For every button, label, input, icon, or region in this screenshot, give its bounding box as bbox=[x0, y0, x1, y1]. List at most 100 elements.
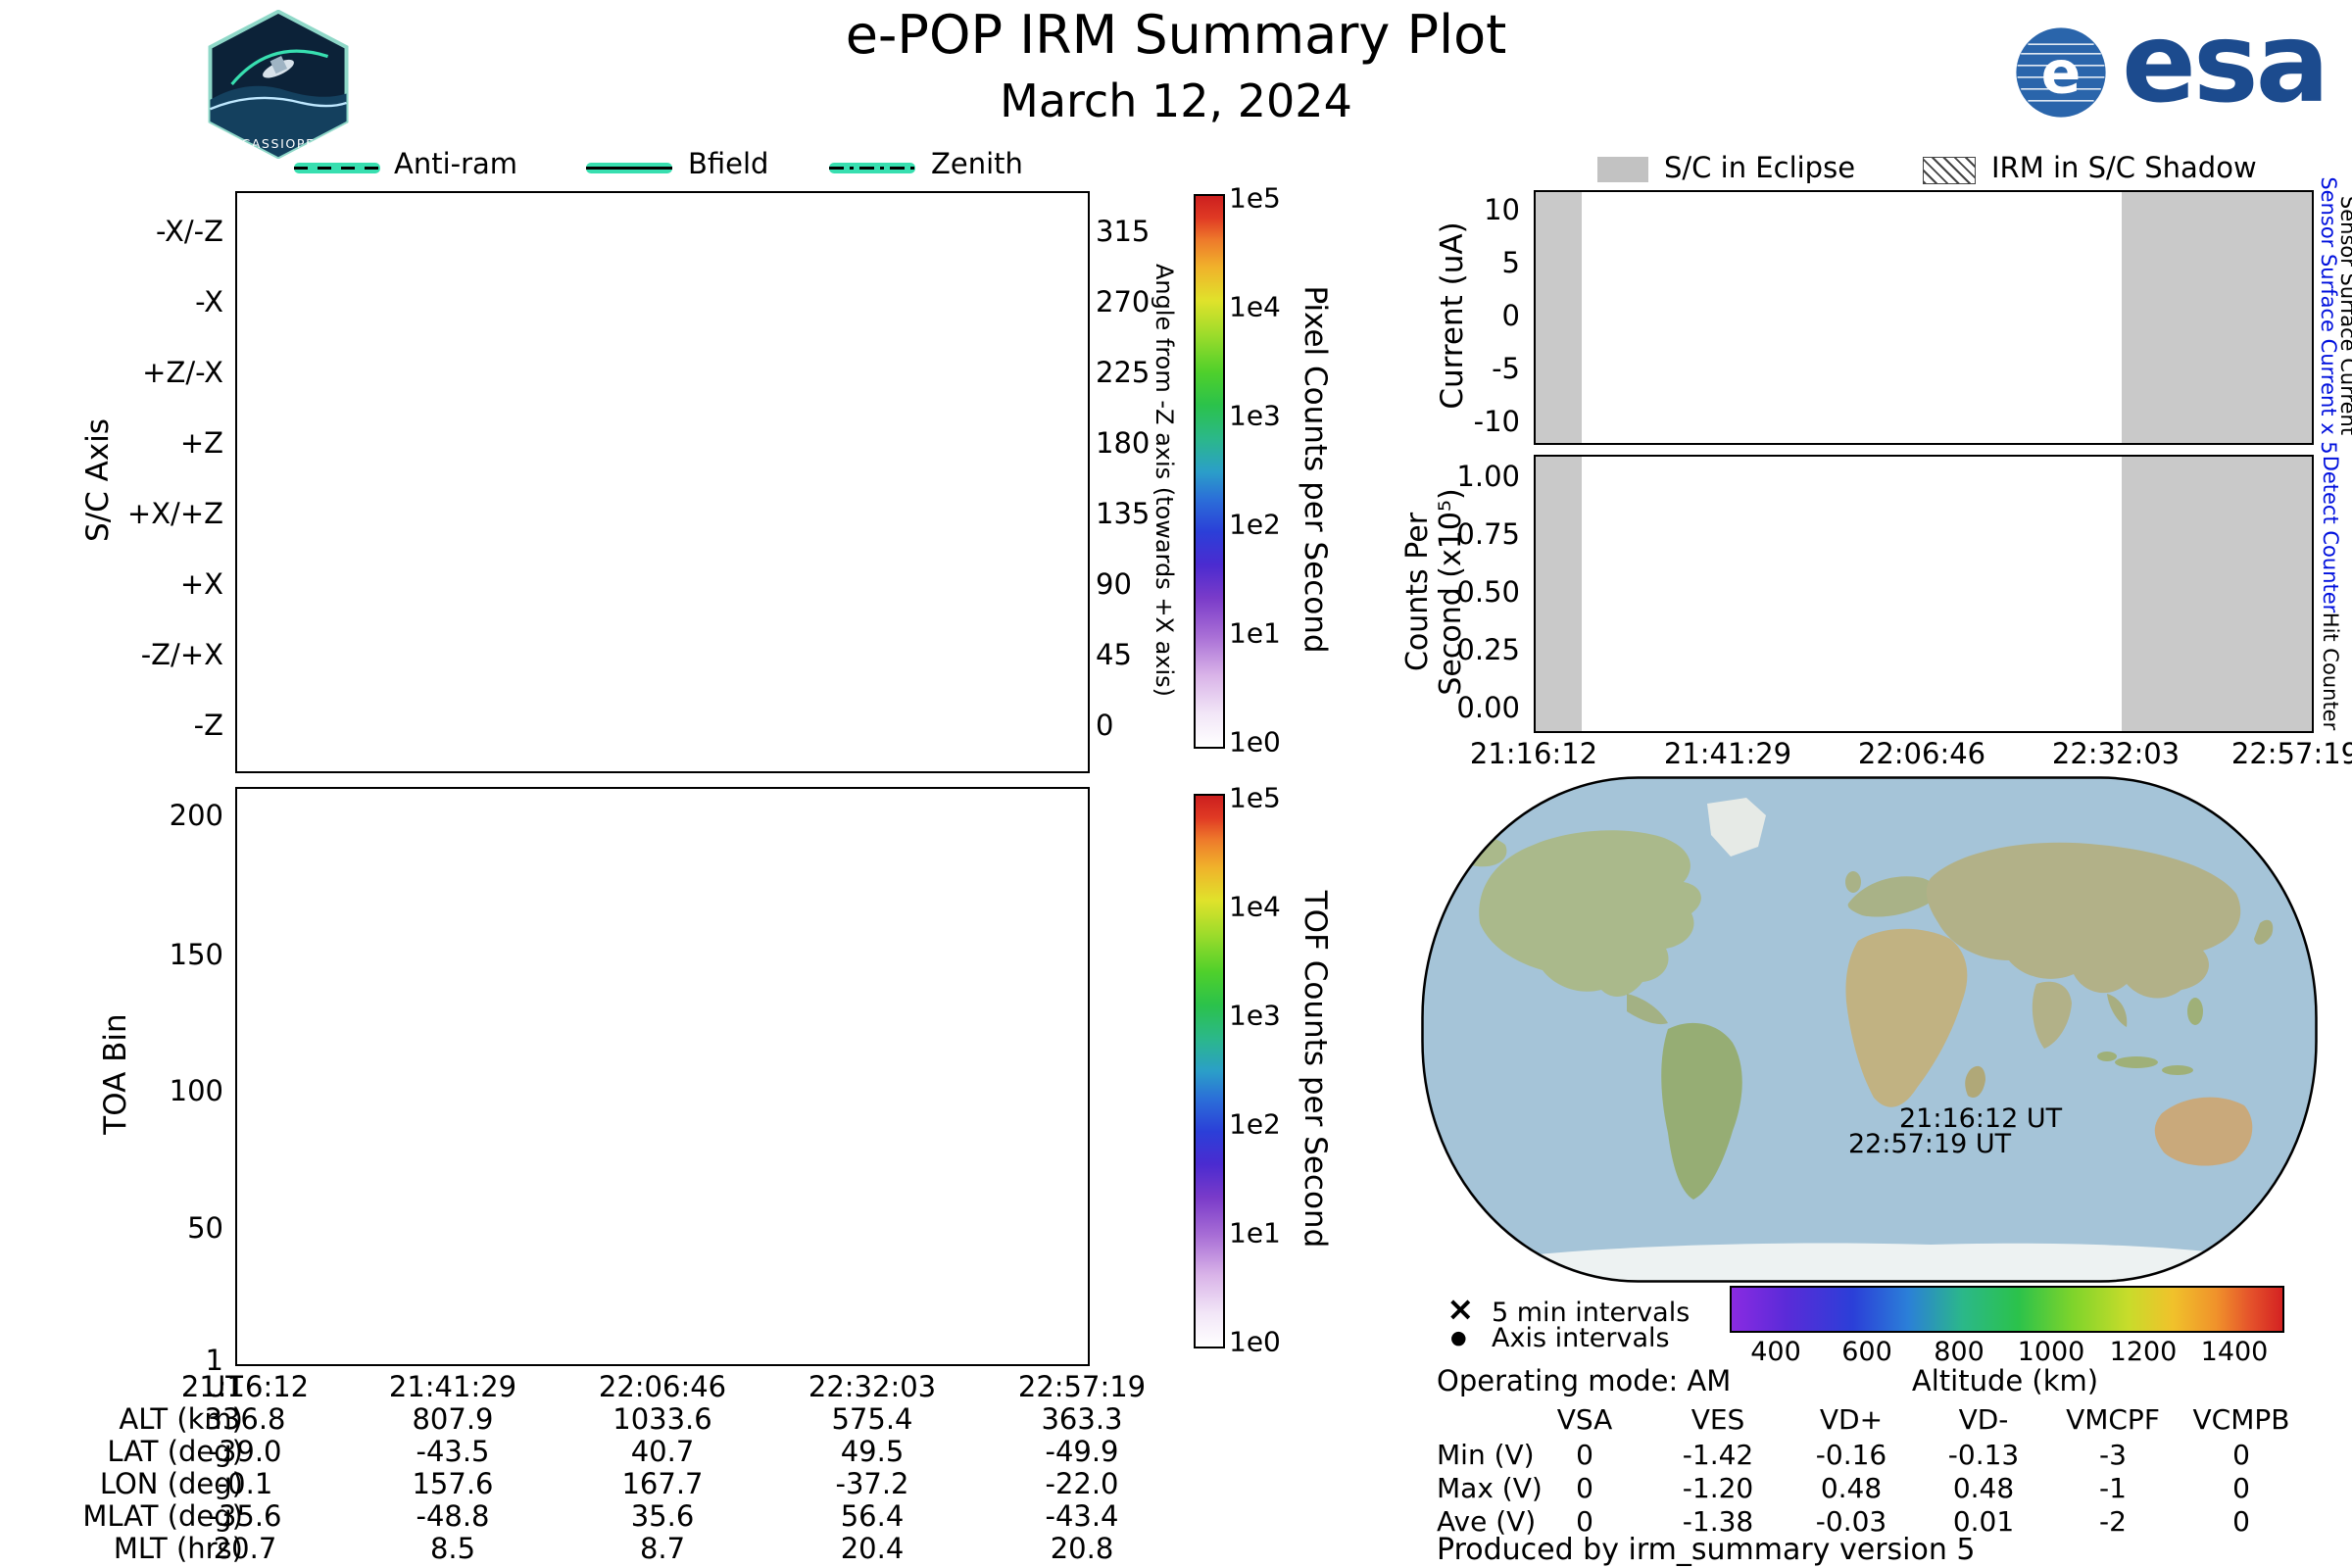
current-ytick: -5 bbox=[1492, 352, 1520, 385]
sc-right-tick: 270 bbox=[1096, 285, 1151, 318]
eclipse-legend-swatch bbox=[1597, 157, 1648, 182]
page-date: March 12, 2024 bbox=[1000, 74, 1352, 127]
ephem-cell: -48.8 bbox=[416, 1499, 490, 1533]
ephem-cell: 363.3 bbox=[1041, 1402, 1123, 1436]
toa-ytick: 150 bbox=[169, 938, 223, 971]
tof-cb-tick: 1e5 bbox=[1229, 781, 1281, 814]
esa-emblem-icon: e bbox=[2016, 27, 2106, 118]
patch-label: CASSIOPE bbox=[241, 136, 315, 151]
voltage-cell: -1 bbox=[2099, 1472, 2127, 1504]
voltage-cell: 0 bbox=[1576, 1505, 1593, 1538]
sc-axis-plot bbox=[235, 191, 1090, 773]
ephem-cell: 56.4 bbox=[840, 1499, 905, 1533]
voltage-col-header: VES bbox=[1690, 1403, 1745, 1436]
alt-cb-tick: 1400 bbox=[2200, 1337, 2269, 1367]
alt-cb-tick: 1200 bbox=[2109, 1337, 2178, 1367]
sc-right-tick: 315 bbox=[1096, 215, 1151, 248]
altitude-cb-label: Altitude (km) bbox=[1911, 1364, 2099, 1397]
ephem-cell: 8.7 bbox=[639, 1532, 686, 1565]
voltage-cell: 0.01 bbox=[1952, 1505, 2015, 1538]
voltage-cell: -2 bbox=[2099, 1505, 2127, 1538]
voltage-cell: 0 bbox=[1576, 1439, 1593, 1471]
dot-marker-icon: ● bbox=[1450, 1327, 1467, 1348]
voltage-row-label: Ave (V) bbox=[1437, 1505, 1537, 1538]
counts-right-label-blue: Detect Counter bbox=[2319, 455, 2342, 613]
ephem-cell: 157.6 bbox=[412, 1467, 494, 1500]
tof-colorbar bbox=[1194, 794, 1225, 1348]
ephem-cell: 8.5 bbox=[429, 1532, 476, 1565]
ephem-cell: -0.1 bbox=[217, 1467, 273, 1500]
sc-right-axis-label: Angle from -Z axis (towards +X axis) bbox=[1151, 263, 1178, 698]
ephem-row-label: LAT (deg) bbox=[107, 1435, 243, 1468]
voltage-cell: -0.03 bbox=[1815, 1505, 1887, 1538]
sc-ytick: +X/+Z bbox=[126, 497, 223, 530]
tof-cb-tick: 1e2 bbox=[1229, 1107, 1281, 1141]
counts-right-label-black: Hit Counter bbox=[2319, 612, 2342, 731]
pixel-cb-label: Pixel Counts per Second bbox=[1298, 285, 1333, 654]
pixel-cb-tick: 1e3 bbox=[1229, 399, 1281, 432]
ephem-cell: 575.4 bbox=[831, 1402, 913, 1436]
voltage-cell: -1.42 bbox=[1682, 1439, 1754, 1471]
sc-ytick: -X/-Z bbox=[156, 215, 223, 248]
ephem-cell: 49.5 bbox=[840, 1435, 905, 1468]
sc-ytick: -Z bbox=[193, 709, 223, 742]
ephem-cell: 35.6 bbox=[630, 1499, 695, 1533]
counts-ytick: 1.00 bbox=[1456, 460, 1520, 493]
ephem-cell: 20.4 bbox=[840, 1532, 905, 1565]
alt-cb-tick: 1000 bbox=[2017, 1337, 2085, 1367]
toa-ytick: 200 bbox=[169, 799, 223, 832]
toa-ytick: 1 bbox=[205, 1344, 223, 1377]
voltage-cell: 0 bbox=[2232, 1472, 2250, 1504]
current-ylabel: Current (uA) bbox=[1435, 221, 1470, 410]
voltage-cell: -3 bbox=[2099, 1439, 2127, 1471]
xtick-time: 22:06:46 bbox=[1857, 737, 1986, 770]
toa-bin-plot bbox=[235, 787, 1090, 1366]
current-plot bbox=[1534, 190, 2314, 445]
pixel-cb-tick: 1e5 bbox=[1229, 181, 1281, 215]
ephem-cell: 336.8 bbox=[204, 1402, 286, 1436]
sc-axis-curves-canvas bbox=[237, 193, 1084, 767]
voltage-cell: -0.16 bbox=[1815, 1439, 1887, 1471]
pixel-colorbar bbox=[1194, 194, 1225, 749]
ephem-cell: 22:57:19 bbox=[1017, 1370, 1147, 1403]
map-legend-5min: 5 min intervals bbox=[1492, 1298, 1690, 1328]
footer-version: Produced by irm_summary version 5 bbox=[1437, 1533, 1976, 1567]
sc-ytick: -Z/+X bbox=[140, 638, 223, 671]
alt-cb-tick: 600 bbox=[1841, 1337, 1892, 1367]
toa-ytick: 50 bbox=[187, 1211, 223, 1245]
sc-right-tick: 225 bbox=[1096, 356, 1151, 389]
esa-logo: e esa bbox=[2014, 0, 2347, 127]
ephem-cell: -43.5 bbox=[416, 1435, 490, 1468]
alt-cb-tick: 400 bbox=[1750, 1337, 1801, 1367]
toa-ytick: 100 bbox=[169, 1074, 223, 1107]
current-ytick: 5 bbox=[1501, 246, 1520, 279]
legend-label-bfield: Bfield bbox=[688, 147, 769, 180]
toa-ylabel: TOA Bin bbox=[98, 1013, 133, 1135]
ephem-row-label: LON (deg) bbox=[99, 1467, 243, 1500]
tof-cb-label: TOF Counts per Second bbox=[1298, 890, 1333, 1249]
pixel-cb-tick: 1e1 bbox=[1229, 616, 1281, 650]
tof-cb-tick: 1e0 bbox=[1229, 1325, 1281, 1358]
ephem-cell: 21:16:12 bbox=[180, 1370, 310, 1403]
current-ytick: 10 bbox=[1484, 193, 1520, 226]
ephem-row-label: MLT (hrs) bbox=[113, 1532, 243, 1565]
voltage-col-header: VD- bbox=[1958, 1403, 2009, 1436]
voltage-row-label: Min (V) bbox=[1437, 1439, 1535, 1471]
voltage-col-header: VD+ bbox=[1819, 1403, 1884, 1436]
ephem-cell: -37.2 bbox=[835, 1467, 909, 1500]
legend-label-zenith: Zenith bbox=[931, 147, 1023, 180]
sc-ytick: +Z/-X bbox=[142, 356, 223, 389]
ephem-cell: -43.4 bbox=[1045, 1499, 1119, 1533]
voltage-col-header: VCMPB bbox=[2192, 1403, 2290, 1436]
voltage-cell: 0.48 bbox=[1820, 1472, 1883, 1504]
ephem-row-label: ALT (km) bbox=[119, 1402, 243, 1436]
sc-right-tick: 180 bbox=[1096, 426, 1151, 460]
voltage-col-header: VSA bbox=[1556, 1403, 1613, 1436]
ephem-cell: 40.7 bbox=[630, 1435, 695, 1468]
tof-cb-tick: 1e3 bbox=[1229, 999, 1281, 1032]
sc-ytick: +X bbox=[179, 567, 223, 601]
current-traces-canvas bbox=[1536, 192, 2308, 439]
counts-plot bbox=[1534, 455, 2314, 733]
sc-right-tick: 90 bbox=[1096, 567, 1132, 601]
ephem-cell: 20.8 bbox=[1050, 1532, 1114, 1565]
